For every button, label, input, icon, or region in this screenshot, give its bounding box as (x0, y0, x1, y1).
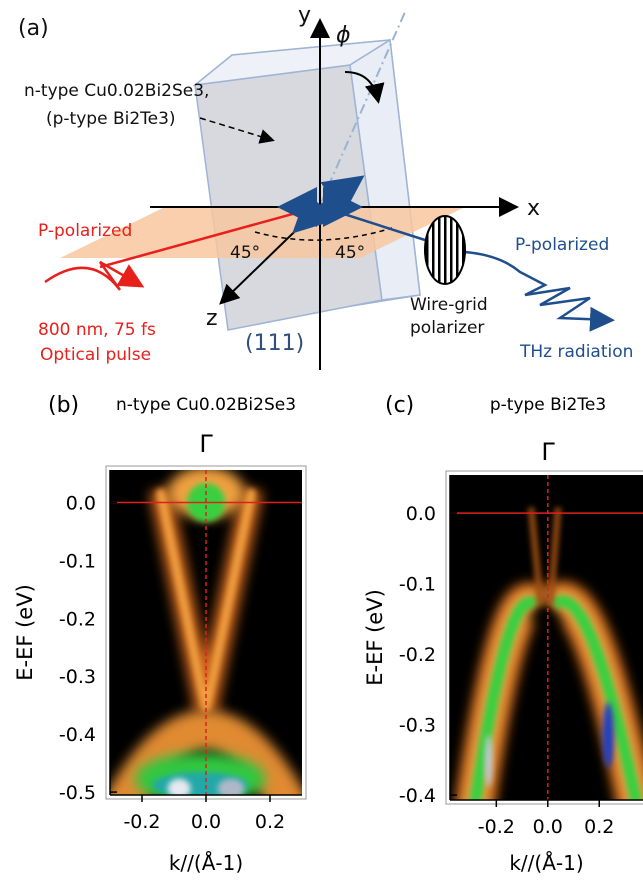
axis-label: z (206, 306, 218, 331)
optical-pulse (44, 260, 145, 291)
polarization-label: P-polarized (515, 235, 609, 255)
band (484, 735, 493, 787)
polarizer-label: polarizer (410, 318, 484, 338)
surface-label: (111) (245, 331, 304, 356)
axis-label: y (298, 3, 311, 28)
band (550, 595, 642, 800)
band (469, 596, 540, 800)
x-tick-label: 0.0 (533, 816, 563, 838)
x-tick-label: 0.2 (255, 811, 285, 833)
symmetry-point: Γ (541, 438, 555, 466)
x-axis-label: k//(Å-1) (169, 851, 243, 875)
sample-label: (p-type Bi2Te3) (46, 109, 176, 129)
sample-label: n-type Cu0.02Bi2Se3, (24, 81, 209, 101)
rotated-axis (319, 11, 406, 206)
y-axis-label: E-EF (eV) (13, 584, 37, 681)
y-tick-label: -0.2 (399, 644, 436, 666)
band (528, 507, 562, 606)
y-tick-label: 0.0 (406, 503, 436, 525)
rotation-arrow (344, 71, 385, 104)
panel-title: n-type Cu0.02Bi2Se3 (116, 395, 296, 415)
y-axis-label: E-EF (eV) (363, 589, 387, 686)
x-tick-label: 0.2 (584, 816, 614, 838)
y-tick-label: 0.0 (66, 492, 96, 514)
panel-label: (a) (18, 16, 49, 41)
pulse-label: Optical pulse (40, 345, 151, 365)
x-tick-label: 0.0 (191, 811, 221, 833)
thz-label: THz radiation (519, 342, 633, 362)
band (602, 702, 615, 768)
y-tick-label: -0.3 (59, 666, 96, 688)
panel-label: (b) (48, 393, 79, 418)
y-tick-label: -0.5 (59, 782, 96, 804)
panel-title: p-type Bi2Te3 (490, 395, 606, 415)
angle-label: ϕ (336, 23, 351, 48)
angle-value: 45° (230, 243, 260, 263)
symmetry-point: Γ (199, 430, 213, 458)
x-tick-label: -0.2 (123, 811, 160, 833)
y-tick-label: -0.4 (399, 785, 436, 807)
angle-value: 45° (335, 243, 365, 263)
wire-grid-polarizer (424, 215, 466, 285)
axis-label: x (527, 196, 540, 221)
x-axis-label: k//(Å-1) (509, 851, 583, 875)
band (217, 778, 245, 795)
label-pointer (199, 117, 275, 144)
angle-arc (254, 227, 393, 241)
y-tick-label: -0.1 (399, 574, 436, 596)
y-tick-label: -0.4 (59, 724, 96, 746)
band (167, 778, 191, 795)
setup-diagram: (a) y ϕ x z n-type Cu0.02Bi2Se3, (p-type… (18, 3, 633, 370)
panel-label: (c) (385, 393, 414, 418)
thz-wave (464, 250, 615, 332)
y-tick-label: -0.2 (59, 608, 96, 630)
polarizer-label: Wire-grid (410, 295, 488, 315)
sample-front (194, 64, 383, 331)
arpes-map (110, 470, 302, 795)
arpes-map (450, 475, 643, 800)
field-arrow (292, 191, 335, 234)
x-tick-label: -0.2 (478, 816, 515, 838)
polarization-label: P-polarized (38, 221, 132, 241)
pulse-label: 800 nm, 75 fs (38, 320, 156, 340)
y-tick-label: -0.1 (59, 550, 96, 572)
y-tick-label: -0.3 (399, 715, 436, 737)
